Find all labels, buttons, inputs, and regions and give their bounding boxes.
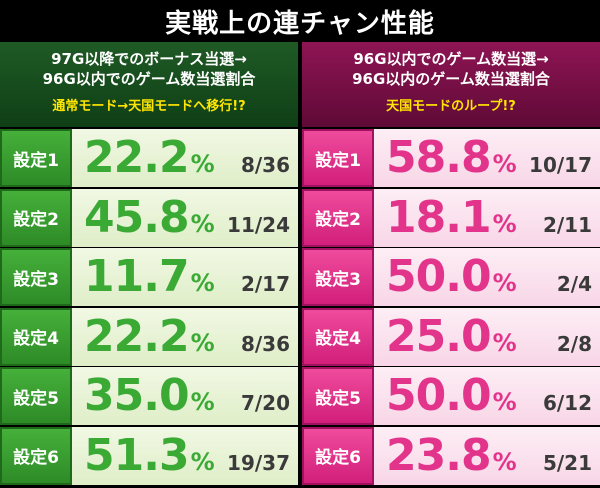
left-rows: 設定1 22.2% 8/36 設定2 45.8% 11/24 設定3 11.7%… (0, 129, 298, 487)
setting-label: 設定1 (302, 129, 374, 187)
setting-label: 設定2 (0, 188, 72, 247)
value-cell: 22.2% 8/36 (72, 129, 298, 187)
ratio-value: 7/20 (240, 391, 290, 416)
value-cell: 45.8% 11/24 (72, 188, 298, 247)
right-header-line1: 96G以内でのゲーム数当選→ (353, 50, 549, 68)
left-row: 設定4 22.2% 8/36 (0, 307, 298, 366)
ratio-value: 2/11 (542, 212, 592, 237)
ratio-value: 6/12 (542, 391, 592, 416)
ratio-value: 10/17 (529, 153, 592, 177)
percent-value: 18.1% (386, 191, 517, 243)
setting-label: 設定5 (302, 367, 374, 426)
value-cell: 51.3% 19/37 (72, 426, 298, 485)
percent-value: 23.8% (386, 429, 517, 481)
setting-label: 設定4 (0, 307, 72, 366)
right-row: 設定4 25.0% 2/8 (302, 307, 600, 366)
left-header-line1: 97G以降でのボーナス当選→ (51, 50, 247, 68)
percent-value: 11.7% (84, 251, 215, 303)
percent-value: 22.2% (84, 310, 215, 362)
left-panel-header: 97G以降でのボーナス当選→ 96G以内でのゲーム数当選割合 通常モード→天国モ… (0, 42, 298, 127)
setting-label: 設定3 (302, 248, 374, 307)
right-row: 設定5 50.0% 6/12 (302, 367, 600, 426)
percent-value: 22.2% (84, 132, 215, 183)
setting-label: 設定5 (0, 367, 72, 426)
percent-value: 50.0% (386, 251, 517, 303)
value-cell: 58.8% 10/17 (374, 129, 600, 187)
left-row: 設定1 22.2% 8/36 (0, 129, 298, 187)
right-header-note: 天国モードのループ!? (386, 99, 516, 114)
left-panel: 97G以降でのボーナス当選→ 96G以内でのゲーム数当選割合 通常モード→天国モ… (0, 42, 298, 488)
ratio-value: 2/17 (240, 272, 290, 297)
left-row: 設定3 11.7% 2/17 (0, 248, 298, 307)
value-cell: 50.0% 6/12 (374, 367, 600, 426)
left-header-note: 通常モード→天国モードへ移行!? (52, 99, 246, 114)
setting-label: 設定6 (302, 426, 374, 485)
page-title: 実戦上の連チャン性能 (165, 8, 435, 39)
setting-label: 設定1 (0, 129, 72, 187)
right-row: 設定6 23.8% 5/21 (302, 426, 600, 485)
value-cell: 25.0% 2/8 (374, 307, 600, 366)
setting-label: 設定2 (302, 188, 374, 247)
setting-label: 設定3 (0, 248, 72, 307)
right-panel: 96G以内でのゲーム数当選→ 96G以内のゲーム数当選割合 天国モードのループ!… (302, 42, 600, 488)
percent-value: 25.0% (386, 310, 517, 362)
value-cell: 50.0% 2/4 (374, 248, 600, 307)
ratio-value: 2/8 (556, 331, 592, 356)
percent-value: 45.8% (84, 191, 215, 243)
ratio-value: 19/37 (227, 450, 290, 475)
left-row: 設定5 35.0% 7/20 (0, 367, 298, 426)
value-cell: 11.7% 2/17 (72, 248, 298, 307)
right-row: 設定3 50.0% 2/4 (302, 248, 600, 307)
left-row: 設定6 51.3% 19/37 (0, 426, 298, 485)
percent-value: 50.0% (386, 370, 517, 422)
right-row: 設定2 18.1% 2/11 (302, 188, 600, 247)
setting-label: 設定4 (302, 307, 374, 366)
ratio-value: 11/24 (227, 212, 290, 237)
right-header-line2: 96G以内のゲーム数当選割合 (352, 70, 550, 88)
value-cell: 35.0% 7/20 (72, 367, 298, 426)
left-header-line2: 96G以内でのゲーム数当選割合 (42, 70, 256, 88)
value-cell: 23.8% 5/21 (374, 426, 600, 485)
value-cell: 18.1% 2/11 (374, 188, 600, 247)
value-cell: 22.2% 8/36 (72, 307, 298, 366)
right-panel-header: 96G以内でのゲーム数当選→ 96G以内のゲーム数当選割合 天国モードのループ!… (302, 42, 600, 127)
setting-label: 設定6 (0, 426, 72, 485)
ratio-value: 2/4 (556, 272, 592, 297)
ratio-value: 8/36 (240, 331, 290, 356)
ratio-value: 5/21 (542, 450, 592, 475)
ratio-value: 8/36 (240, 153, 290, 177)
percent-value: 35.0% (84, 370, 215, 422)
right-row: 設定1 58.8% 10/17 (302, 129, 600, 187)
right-rows: 設定1 58.8% 10/17 設定2 18.1% 2/11 設定3 50.0%… (302, 129, 600, 487)
percent-value: 58.8% (386, 132, 517, 183)
left-row: 設定2 45.8% 11/24 (0, 188, 298, 247)
percent-value: 51.3% (84, 429, 215, 481)
